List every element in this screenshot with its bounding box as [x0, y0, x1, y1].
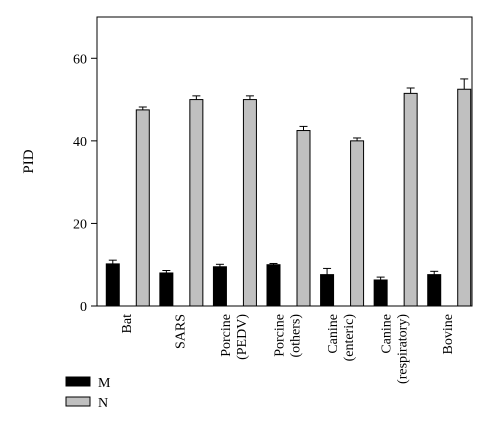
y-axis: 0 20 40 60 [73, 52, 97, 315]
legend-label-M: M [98, 376, 111, 391]
category-label-line: Bat [120, 314, 135, 334]
legend-swatch-M [65, 376, 91, 387]
bar-M-1 [159, 272, 174, 307]
bar-N-6 [457, 88, 472, 307]
category-label-line: Porcine [273, 314, 288, 357]
category-labels: Bat SARS Porcine (PEDV) Porcine (others) Canin… [120, 314, 456, 384]
bar-M-4 [320, 274, 335, 307]
category-label-line: (enteric) [342, 314, 357, 362]
y-tick-label: 0 [80, 300, 87, 315]
category-label-line: Canine [326, 314, 341, 354]
category-label-2: Porcine (PEDV) [219, 314, 250, 360]
y-tick-label: 20 [73, 217, 87, 232]
legend: MN [65, 376, 111, 411]
y-tick-label: 40 [73, 135, 87, 150]
bar-M-0 [105, 263, 120, 307]
category-label-line: Canine [380, 314, 395, 354]
y-axis-title: PID [21, 149, 37, 173]
category-label-line: (others) [289, 314, 304, 358]
category-label-1: SARS [173, 314, 188, 349]
bar-M-3 [266, 264, 281, 307]
bar-N-0 [135, 109, 150, 307]
bars [105, 88, 472, 307]
category-label-line: Porcine [219, 314, 234, 357]
bar-N-1 [189, 99, 204, 307]
bar-M-6 [427, 274, 442, 307]
bar-N-5 [403, 92, 418, 307]
bar-N-4 [350, 140, 365, 307]
category-label-5: Canine (respiratory) [380, 314, 411, 384]
category-label-line: SARS [173, 314, 188, 349]
legend-swatch-N [65, 396, 91, 407]
bar-M-5 [373, 279, 388, 307]
category-label-4: Canine (enteric) [326, 314, 357, 362]
category-label-line: Bovine [441, 314, 456, 354]
plot-area-border [96, 16, 473, 307]
bar-M-2 [212, 266, 227, 307]
legend-label-N: N [98, 396, 108, 411]
category-label-6: Bovine [441, 314, 456, 354]
error-bars [108, 78, 469, 280]
category-label-0: Bat [120, 314, 135, 334]
bar-N-2 [242, 99, 257, 307]
category-label-3: Porcine (others) [273, 314, 304, 358]
y-tick-label: 60 [73, 52, 87, 67]
category-label-line: (respiratory) [396, 314, 411, 384]
category-label-line: (PEDV) [235, 314, 250, 360]
plot-frame [96, 16, 473, 307]
bar-N-3 [296, 130, 311, 307]
